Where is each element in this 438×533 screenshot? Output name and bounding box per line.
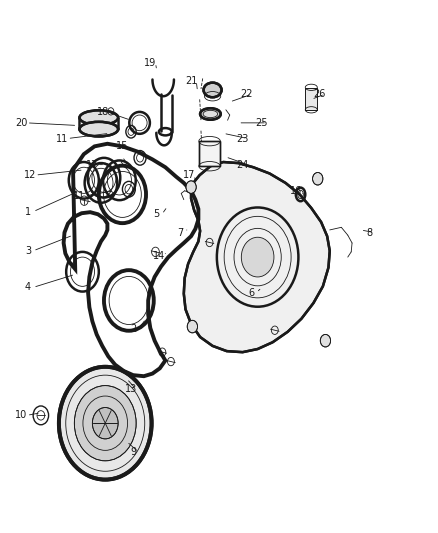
Text: 13: 13 — [125, 384, 137, 394]
Text: 11: 11 — [74, 191, 85, 201]
Text: 4: 4 — [25, 282, 31, 293]
Text: 22: 22 — [240, 89, 253, 99]
Text: 9: 9 — [130, 447, 136, 457]
Text: 21: 21 — [185, 76, 197, 86]
Circle shape — [241, 237, 274, 277]
Text: 25: 25 — [256, 118, 268, 128]
Circle shape — [59, 367, 152, 480]
Text: 17: 17 — [183, 170, 195, 180]
Text: 10: 10 — [15, 410, 28, 421]
Bar — [305, 88, 317, 110]
Text: 6: 6 — [248, 288, 254, 297]
Bar — [199, 141, 220, 166]
Text: 16: 16 — [290, 186, 302, 196]
Ellipse shape — [200, 108, 221, 120]
Circle shape — [186, 181, 196, 193]
Text: 20: 20 — [15, 118, 28, 128]
Text: 26: 26 — [314, 89, 326, 99]
Text: 23: 23 — [237, 134, 249, 143]
Circle shape — [74, 385, 136, 461]
Text: 11: 11 — [56, 134, 68, 143]
Text: 5: 5 — [154, 209, 160, 219]
Bar — [305, 88, 317, 110]
Text: 17: 17 — [86, 160, 99, 169]
Text: 8: 8 — [366, 228, 372, 238]
Ellipse shape — [80, 110, 118, 125]
Text: 14: 14 — [153, 251, 165, 261]
Polygon shape — [184, 162, 330, 352]
Text: 19: 19 — [144, 58, 156, 68]
Text: 15: 15 — [116, 141, 129, 151]
Text: 24: 24 — [237, 160, 249, 169]
Circle shape — [187, 320, 198, 333]
Text: 7: 7 — [177, 228, 184, 238]
Text: 2: 2 — [130, 324, 136, 334]
Text: 12: 12 — [24, 170, 36, 180]
Bar — [199, 141, 220, 166]
Circle shape — [320, 334, 331, 347]
Ellipse shape — [80, 122, 118, 136]
Circle shape — [92, 408, 118, 439]
Text: 18: 18 — [97, 108, 109, 117]
Circle shape — [313, 173, 323, 185]
Text: 1: 1 — [25, 207, 31, 216]
Text: 3: 3 — [25, 246, 31, 256]
Ellipse shape — [204, 83, 222, 97]
